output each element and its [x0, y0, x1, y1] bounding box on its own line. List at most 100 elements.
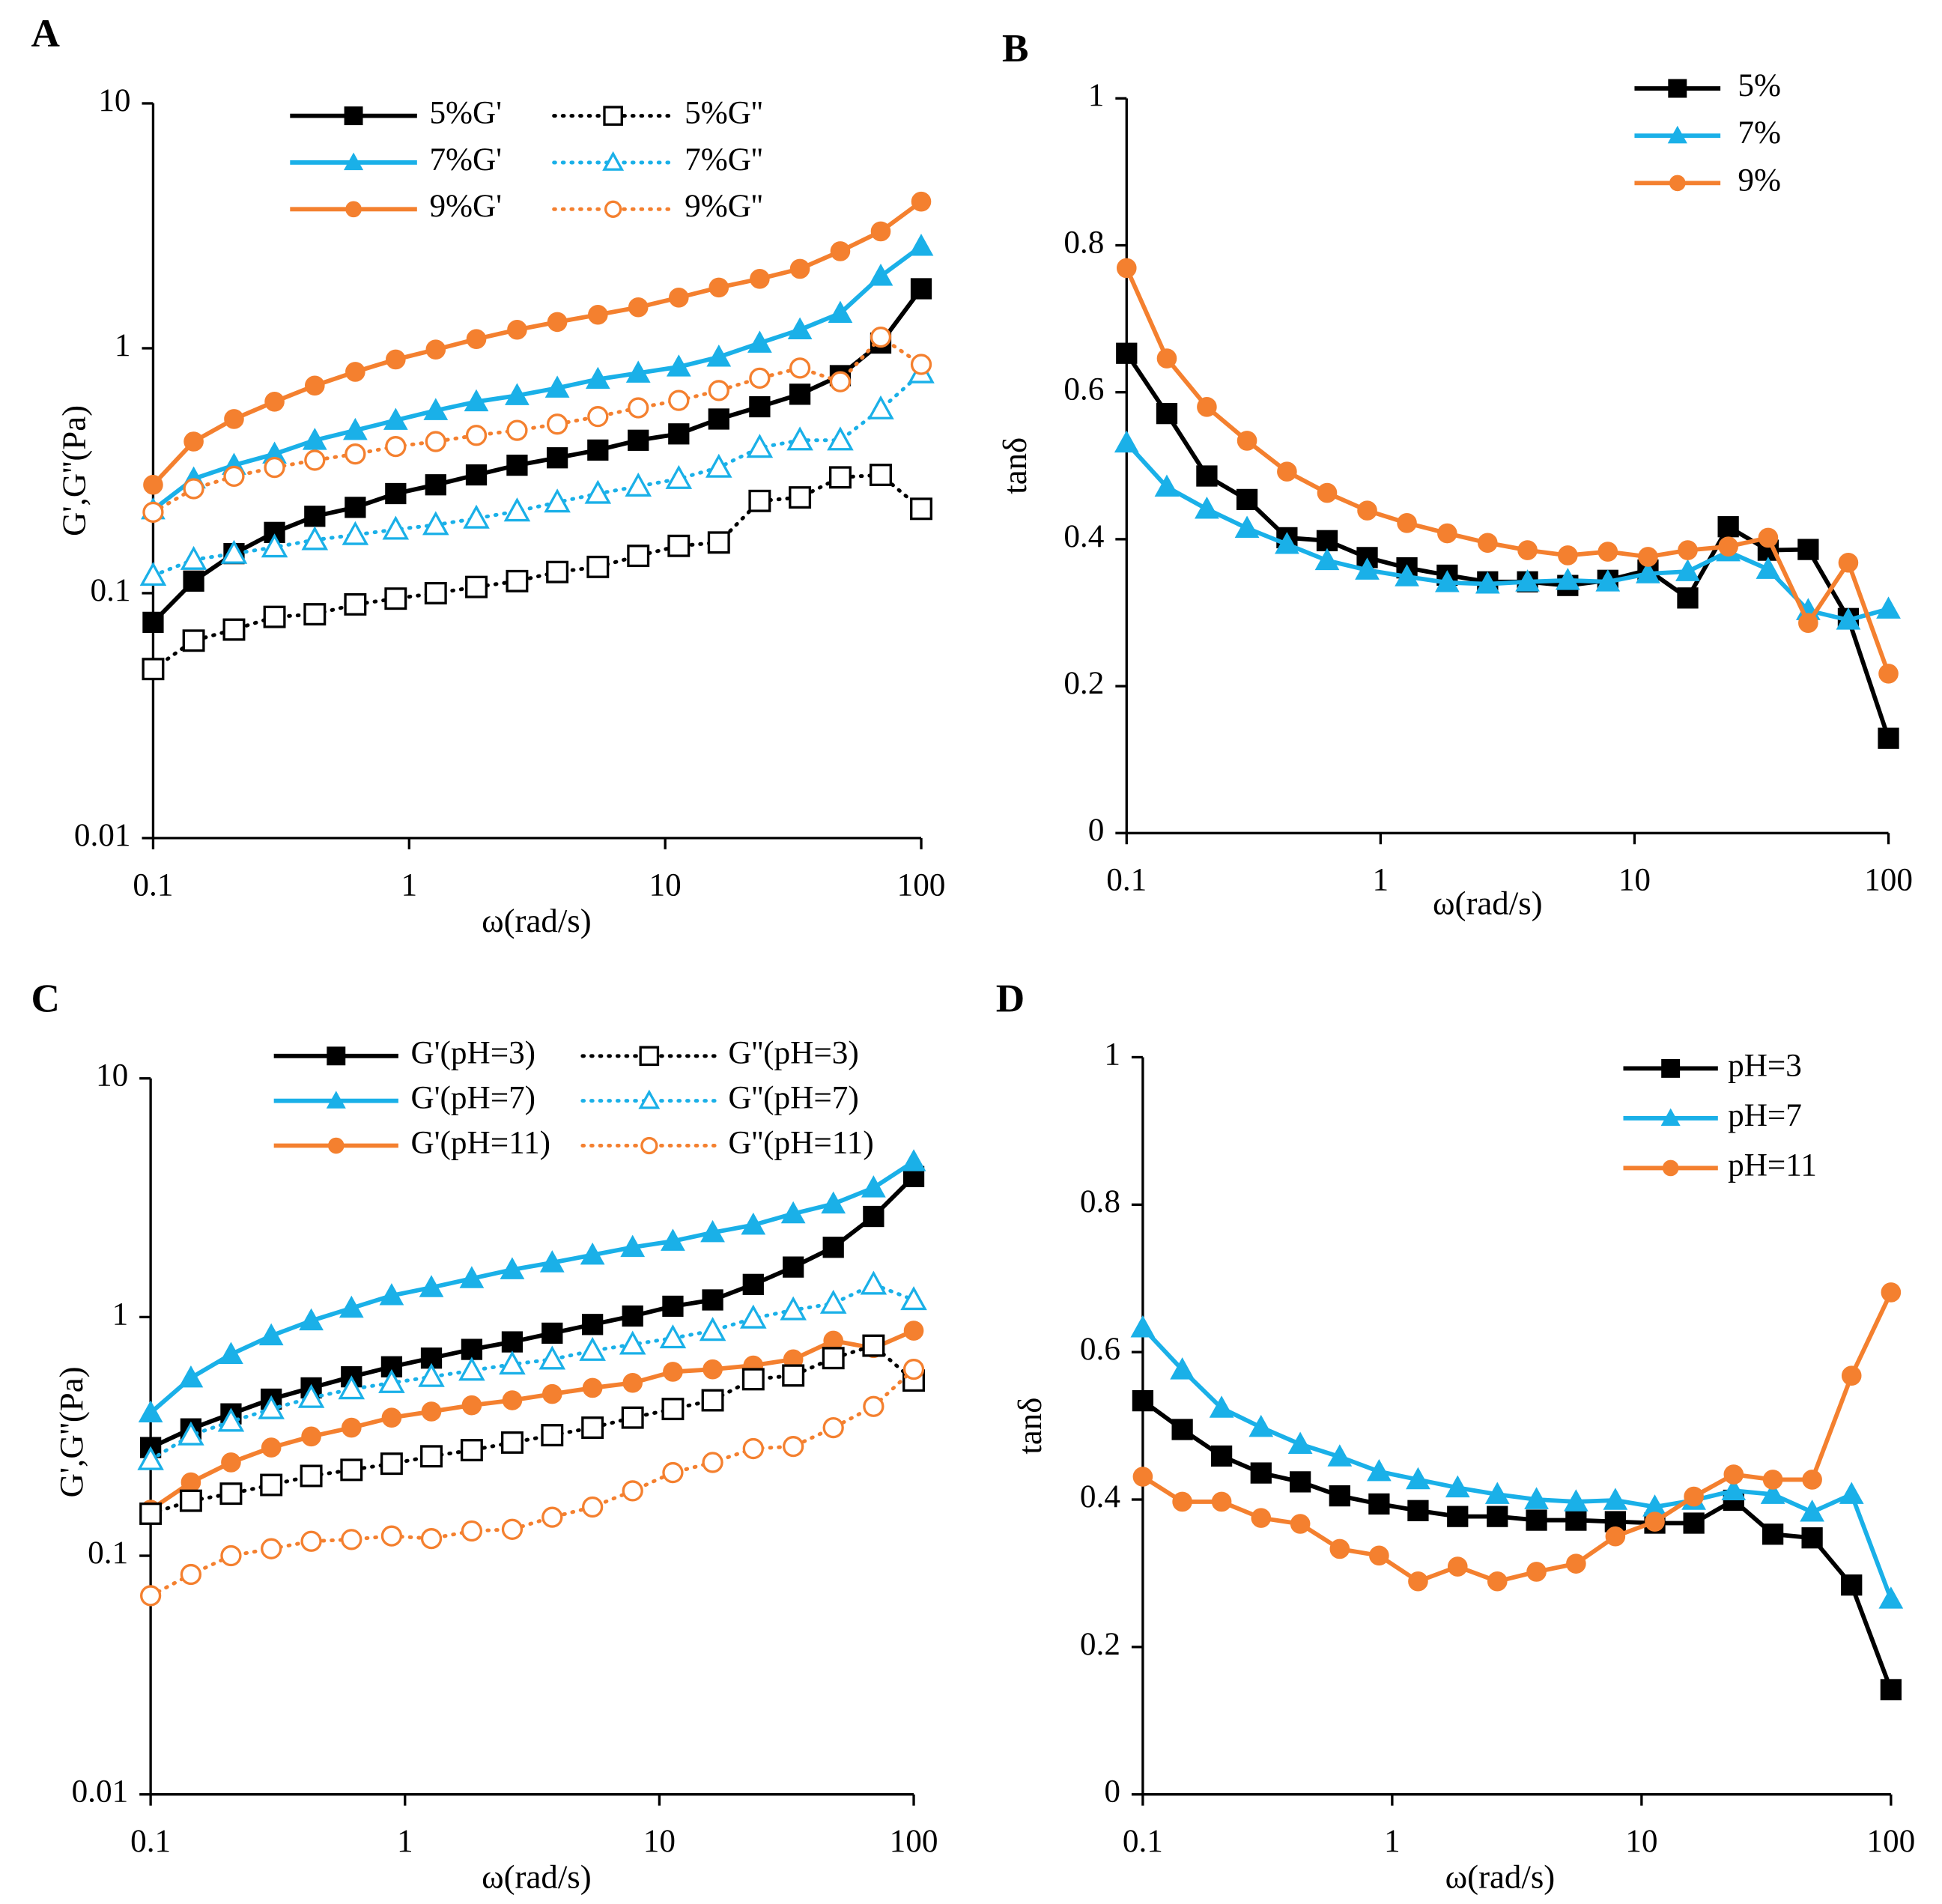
marker [303, 603, 327, 626]
y-axis-title: tanδ [996, 437, 1034, 494]
marker [419, 1275, 444, 1297]
legend-label: pH=3 [1728, 1047, 1802, 1083]
series-line [1124, 267, 1891, 675]
marker [425, 474, 446, 496]
y-tick-label: 0.8 [1063, 224, 1104, 260]
marker [300, 1530, 322, 1552]
marker [1717, 516, 1739, 538]
legend-label: pH=11 [1728, 1147, 1817, 1183]
marker [302, 428, 327, 450]
legend-label: 5%G'' [685, 95, 762, 131]
marker [326, 1091, 346, 1109]
marker [620, 1234, 646, 1258]
marker [183, 570, 204, 592]
marker [789, 357, 811, 379]
marker [749, 395, 771, 418]
marker [742, 1273, 764, 1295]
marker [910, 354, 932, 375]
x-tick-label: 100 [890, 1823, 938, 1859]
x-tick-label: 0.1 [1106, 862, 1147, 898]
marker [640, 1136, 658, 1155]
marker [139, 1502, 163, 1525]
marker [1397, 512, 1417, 533]
marker [1406, 1467, 1430, 1490]
marker [702, 1452, 723, 1473]
marker [1841, 1574, 1863, 1596]
x-tick-label: 1 [1373, 862, 1389, 898]
marker [603, 106, 623, 126]
marker [264, 392, 285, 412]
marker [500, 1431, 524, 1454]
marker [1597, 542, 1618, 562]
marker [1661, 1058, 1681, 1078]
marker [505, 383, 530, 405]
marker [1437, 523, 1457, 544]
legend-label: G'(pH=3) [411, 1035, 536, 1071]
marker [219, 1482, 243, 1506]
marker [863, 1205, 884, 1228]
x-tick-label: 10 [1625, 1823, 1657, 1859]
marker [900, 1286, 927, 1311]
marker [221, 1452, 241, 1473]
marker [703, 1359, 723, 1380]
marker [506, 454, 528, 476]
marker [217, 1407, 245, 1432]
marker [663, 1362, 683, 1382]
marker [501, 1331, 524, 1353]
marker [668, 423, 690, 445]
marker [260, 1473, 283, 1497]
marker [1484, 1482, 1510, 1504]
y-tick-label: 1 [115, 327, 131, 363]
marker [1881, 1282, 1902, 1303]
marker [1678, 540, 1698, 560]
marker [903, 1321, 924, 1341]
marker [1684, 1486, 1704, 1507]
marker [1603, 1488, 1628, 1510]
marker [1841, 1365, 1862, 1386]
marker [344, 152, 364, 171]
marker [385, 482, 407, 505]
marker [180, 545, 207, 570]
marker [1317, 482, 1338, 503]
marker [1487, 1571, 1508, 1592]
y-tick-label: 0.6 [1080, 1331, 1120, 1367]
y-tick-label: 0.2 [1080, 1626, 1120, 1662]
marker [1475, 571, 1500, 594]
marker [183, 431, 204, 452]
marker [741, 1368, 765, 1391]
marker [137, 1446, 164, 1470]
marker [420, 1445, 443, 1468]
x-tick-label: 10 [649, 867, 682, 903]
marker [220, 539, 248, 564]
marker [425, 431, 446, 452]
marker [300, 1464, 323, 1488]
marker [539, 1250, 565, 1273]
marker [379, 1283, 404, 1306]
panel-title: D [996, 977, 1025, 1021]
marker [418, 1362, 445, 1387]
marker [638, 1089, 661, 1109]
marker [585, 366, 610, 389]
y-tick-label: 0.8 [1080, 1183, 1120, 1219]
marker [223, 465, 245, 488]
marker [139, 1585, 162, 1607]
y-tick-label: 0.01 [74, 817, 131, 853]
marker [1211, 1491, 1232, 1512]
x-tick-label: 100 [897, 867, 946, 903]
marker [301, 1426, 321, 1447]
marker [503, 497, 531, 522]
marker [264, 456, 285, 479]
legend-label: 9% [1738, 162, 1781, 198]
marker [829, 466, 852, 489]
marker [1156, 348, 1177, 369]
marker [662, 1461, 684, 1484]
marker [659, 1324, 687, 1349]
marker [541, 1424, 564, 1447]
x-tick-label: 0.1 [1123, 1823, 1163, 1859]
marker [344, 592, 367, 616]
marker [1878, 1586, 1904, 1609]
marker [1197, 397, 1217, 417]
marker [830, 241, 851, 261]
panel: Bω(rad/s) tanδ 0 0.2 0.4 0.6 0.8 1 0.1 1 10 100 5% 7%… [996, 26, 1913, 922]
marker [1445, 1475, 1470, 1498]
